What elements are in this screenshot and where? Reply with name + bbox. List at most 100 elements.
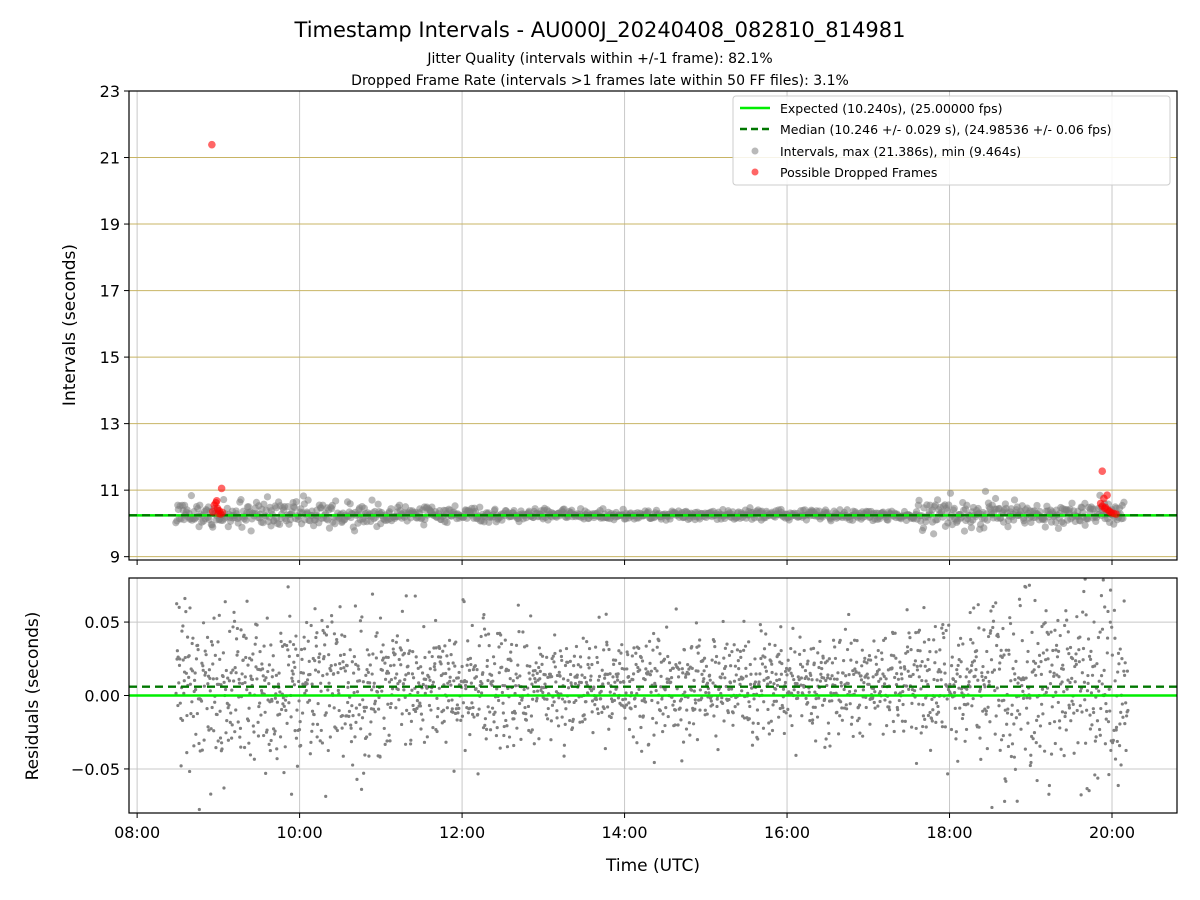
residual-point-1166 (667, 677, 671, 681)
residual-point-1773 (923, 664, 927, 668)
residual-point-784 (505, 745, 510, 749)
residual-point-680 (461, 701, 466, 705)
residual-point-1031 (609, 697, 614, 701)
residual-point-1227 (692, 689, 696, 693)
residual-point-330 (313, 668, 318, 672)
residual-point-727 (481, 616, 485, 620)
residual-point-1158 (663, 688, 667, 692)
residual-point-428 (355, 777, 359, 781)
residual-point-1764 (919, 731, 923, 735)
residual-point-2213 (1109, 748, 1113, 753)
residual-point-206 (261, 674, 265, 678)
residual-point-2160 (1086, 637, 1091, 641)
residual-point-1903 (978, 736, 982, 740)
residual-point-228 (270, 675, 274, 679)
residual-point-377 (333, 663, 337, 667)
residual-point-477 (375, 690, 380, 694)
residual-point-1604 (852, 672, 856, 677)
residual-point-104 (218, 709, 222, 713)
residual-point-606 (430, 654, 434, 659)
residual-point-2234 (1118, 722, 1122, 726)
residual-point-2022 (1028, 763, 1032, 768)
residual-point-1989 (1014, 716, 1018, 720)
residual-point-42 (192, 744, 196, 748)
residual-point-620 (436, 706, 440, 711)
residual-point-2107 (1064, 728, 1068, 732)
residual-point-2207 (1106, 720, 1111, 724)
residual-point-638 (444, 671, 448, 676)
residual-point-1412 (770, 728, 775, 733)
residual-point-45 (193, 671, 197, 675)
residual-point-1872 (965, 687, 969, 691)
residual-point-1528 (820, 666, 824, 671)
residual-point-140 (233, 665, 237, 670)
residual-point-677 (460, 664, 464, 669)
intervals-ytick-label-3: 15 (100, 348, 120, 367)
residual-point-645 (447, 699, 451, 703)
residual-point-1204 (683, 690, 687, 694)
residual-point-181 (250, 677, 255, 682)
residual-point-570 (415, 706, 419, 710)
residual-point-85 (210, 705, 214, 710)
residual-point-1309 (727, 697, 731, 702)
residual-point-968 (583, 717, 587, 721)
residual-point-1378 (756, 721, 760, 726)
residual-point-1666 (878, 699, 882, 704)
residual-point-898 (553, 665, 557, 669)
residual-point-480 (377, 695, 381, 700)
interval-point-1019 (1041, 523, 1049, 531)
residual-point-112 (221, 651, 225, 655)
residual-point-1103 (640, 699, 644, 703)
residual-point-2101 (1062, 690, 1066, 694)
residual-point-847 (532, 690, 536, 694)
residual-point-1304 (725, 642, 729, 646)
residual-point-521 (394, 640, 398, 644)
residual-point-7 (177, 605, 181, 609)
residual-point-1030 (609, 715, 613, 720)
residual-point-2157 (1085, 689, 1090, 693)
residual-point-506 (388, 739, 392, 743)
residual-point-561 (411, 703, 415, 708)
residual-point-1349 (744, 666, 748, 671)
residual-point-14 (180, 629, 184, 633)
residual-point-748 (490, 683, 494, 687)
residual-point-881 (546, 706, 550, 711)
residual-point-374 (332, 706, 336, 710)
residual-point-2198 (1103, 605, 1107, 609)
residual-point-613 (433, 668, 437, 672)
residual-point-1330 (736, 702, 740, 706)
residual-point-1050 (618, 661, 622, 666)
residual-point-166 (244, 636, 248, 640)
residual-point-584 (421, 718, 425, 722)
residual-point-2212 (1108, 588, 1113, 592)
residual-point-215 (265, 728, 269, 732)
residual-point-76 (206, 725, 210, 729)
residual-point-2088 (1056, 700, 1060, 705)
residual-point-2017 (1026, 649, 1030, 654)
residual-point-184 (252, 730, 256, 734)
residual-point-1009 (600, 668, 604, 672)
residual-point-1225 (691, 722, 696, 726)
residual-point-562 (411, 676, 416, 680)
residual-point-1808 (938, 648, 942, 652)
residual-point-902 (555, 716, 559, 720)
residual-point-1879 (968, 685, 972, 689)
residual-point-32 (188, 769, 192, 774)
residual-point-1671 (880, 657, 884, 661)
residual-point-1908 (980, 674, 984, 679)
residual-point-855 (535, 671, 539, 676)
figure-subtitle-dropped: Dropped Frame Rate (intervals >1 frames … (351, 73, 849, 89)
interval-point-209 (350, 527, 359, 535)
residual-point-89 (212, 729, 216, 733)
residual-point-2047 (1039, 660, 1043, 664)
residual-point-568 (414, 655, 418, 659)
residual-point-1134 (653, 666, 657, 671)
residual-point-1796 (933, 661, 937, 665)
residual-point-670 (457, 670, 461, 675)
residual-point-921 (563, 722, 567, 726)
residual-point-1229 (693, 698, 697, 702)
residual-point-919 (562, 743, 567, 747)
residual-point-213 (264, 676, 268, 680)
residual-point-2216 (1110, 653, 1114, 657)
residual-point-1592 (847, 612, 851, 617)
